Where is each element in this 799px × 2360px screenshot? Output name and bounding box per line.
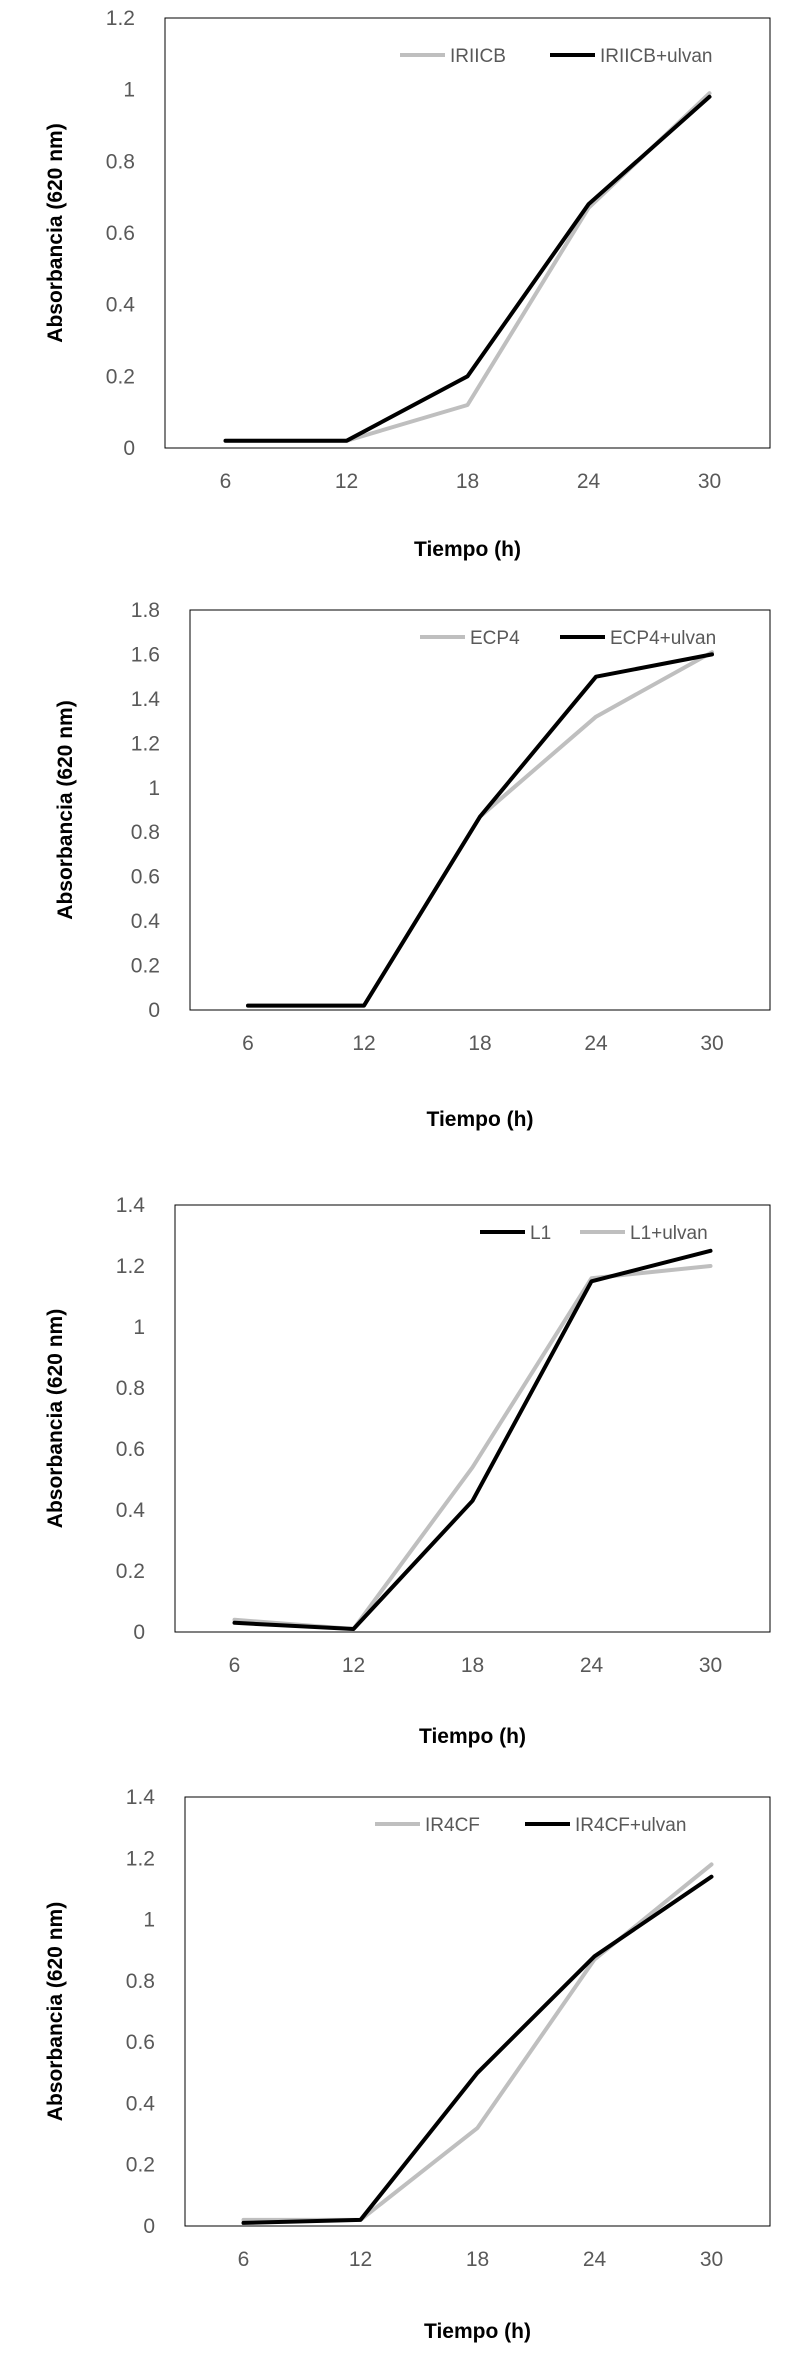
x-tick-label: 24 xyxy=(580,1654,604,1677)
x-tick-label: 24 xyxy=(577,470,601,493)
y-tick-label: 1 xyxy=(123,79,135,102)
y-tick-label: 1.2 xyxy=(131,732,160,755)
y-tick-label: 1.4 xyxy=(126,1786,156,1809)
y-tick-label: 0.8 xyxy=(106,150,135,173)
plot-frame xyxy=(184,1796,771,2227)
plot-frame xyxy=(189,609,771,1011)
series-line-IR4CF+ulvan xyxy=(241,1874,714,2225)
y-tick-label: 1.2 xyxy=(126,1847,155,1870)
x-tick-label: 12 xyxy=(335,470,358,493)
x-axis-title: Tiempo (h) xyxy=(414,538,521,561)
x-tick-label: 6 xyxy=(242,1032,254,1055)
y-tick-label: 0.8 xyxy=(131,821,160,844)
legend-label: ECP4 xyxy=(470,628,520,649)
series-line-L1 xyxy=(232,1248,713,1631)
x-tick-label: 30 xyxy=(699,1654,722,1677)
y-tick-label: 0 xyxy=(133,1621,145,1644)
x-tick-label: 12 xyxy=(352,1032,375,1055)
x-tick-label: 12 xyxy=(342,1654,365,1677)
chart-4: 0 0.2 0.4 0.6 0.8 1 1.2 1.4 6 12 18 24 30 Tiempo (h) A… xyxy=(44,1786,771,2343)
x-axis-title: Tiempo (h) xyxy=(424,2320,531,2343)
x-tick-label: 18 xyxy=(468,1032,491,1055)
x-tick-label: 18 xyxy=(456,470,479,493)
y-tick-label: 0.4 xyxy=(106,294,136,317)
legend-label: ECP4+ulvan xyxy=(610,628,716,649)
y-axis-title: Absorbancia (620 nm) xyxy=(44,1902,67,2121)
y-axis-title: Absorbancia (620 nm) xyxy=(44,1309,67,1528)
x-tick-label: 6 xyxy=(238,2248,250,2271)
y-tick-label: 0 xyxy=(143,2215,155,2238)
plot-frame xyxy=(174,1204,771,1633)
chart-2: 0 0.2 0.4 0.6 0.8 1 1.2 1.4 1.6 1.8 6 12 18 24 30 Tiemp… xyxy=(54,599,771,1131)
series-line-IRIICB+ulvan xyxy=(223,94,712,443)
y-tick-label: 0.6 xyxy=(131,866,160,889)
chart-3: 0 0.2 0.4 0.6 0.8 1 1.2 1.4 6 12 18 24 30 Tiempo (h) A… xyxy=(44,1194,771,1748)
legend-label: L1 xyxy=(530,1223,551,1244)
legend-label: IR4CF+ulvan xyxy=(575,1815,686,1836)
x-tick-label: 30 xyxy=(700,1032,723,1055)
y-tick-label: 0.4 xyxy=(131,910,161,933)
series-line-IR4CF xyxy=(241,1862,714,2222)
legend-label: IRIICB xyxy=(450,46,506,67)
x-tick-label: 12 xyxy=(349,2248,372,2271)
y-tick-label: 0.6 xyxy=(116,1438,145,1461)
x-axis-title: Tiempo (h) xyxy=(419,1725,526,1748)
y-axis-title: Absorbancia (620 nm) xyxy=(54,700,77,919)
x-tick-label: 24 xyxy=(584,1032,608,1055)
y-tick-label: 0.6 xyxy=(126,2031,155,2054)
chart-1: 0 0.2 0.4 0.6 0.8 1 1.2 6 12 18 24 30 Tiempo (h) Abso… xyxy=(44,7,771,561)
y-axis-title: Absorbancia (620 nm) xyxy=(44,123,67,342)
plot-frame xyxy=(164,17,771,449)
y-tick-label: 1 xyxy=(148,777,160,800)
y-tick-label: 0 xyxy=(123,437,135,460)
y-tick-label: 0.2 xyxy=(126,2154,155,2177)
y-tick-label: 1.2 xyxy=(116,1255,145,1278)
y-tick-label: 0.4 xyxy=(126,2092,156,2115)
y-tick-label: 1.2 xyxy=(106,7,135,30)
y-tick-label: 0.2 xyxy=(116,1560,145,1583)
y-tick-label: 0.4 xyxy=(116,1499,146,1522)
y-tick-label: 0 xyxy=(148,999,160,1022)
y-tick-label: 1 xyxy=(143,1909,155,1932)
x-tick-label: 30 xyxy=(698,470,721,493)
x-tick-label: 30 xyxy=(700,2248,723,2271)
y-tick-label: 1.4 xyxy=(116,1194,146,1217)
legend-label: IR4CF xyxy=(425,1815,480,1836)
y-tick-label: 0.8 xyxy=(116,1377,145,1400)
x-tick-label: 18 xyxy=(466,2248,489,2271)
series-line-IRIICB xyxy=(223,91,712,443)
series-line-ECP4 xyxy=(246,650,714,1008)
series-line-L1+ulvan xyxy=(232,1264,713,1631)
x-axis-title: Tiempo (h) xyxy=(427,1108,534,1131)
series-line-ECP4+ulvan xyxy=(246,652,714,1008)
x-tick-label: 18 xyxy=(461,1654,484,1677)
y-tick-label: 1.4 xyxy=(131,688,161,711)
y-tick-label: 1.8 xyxy=(131,599,160,622)
x-tick-label: 6 xyxy=(229,1654,241,1677)
y-tick-label: 1.6 xyxy=(131,643,160,666)
x-tick-label: 6 xyxy=(220,470,232,493)
y-tick-label: 0.8 xyxy=(126,1970,155,1993)
y-tick-label: 0.2 xyxy=(131,955,160,978)
y-tick-label: 1 xyxy=(133,1316,145,1339)
legend-label: IRIICB+ulvan xyxy=(600,46,712,67)
x-tick-label: 24 xyxy=(583,2248,607,2271)
legend-label: L1+ulvan xyxy=(630,1223,708,1244)
y-tick-label: 0.2 xyxy=(106,365,135,388)
y-tick-label: 0.6 xyxy=(106,222,135,245)
